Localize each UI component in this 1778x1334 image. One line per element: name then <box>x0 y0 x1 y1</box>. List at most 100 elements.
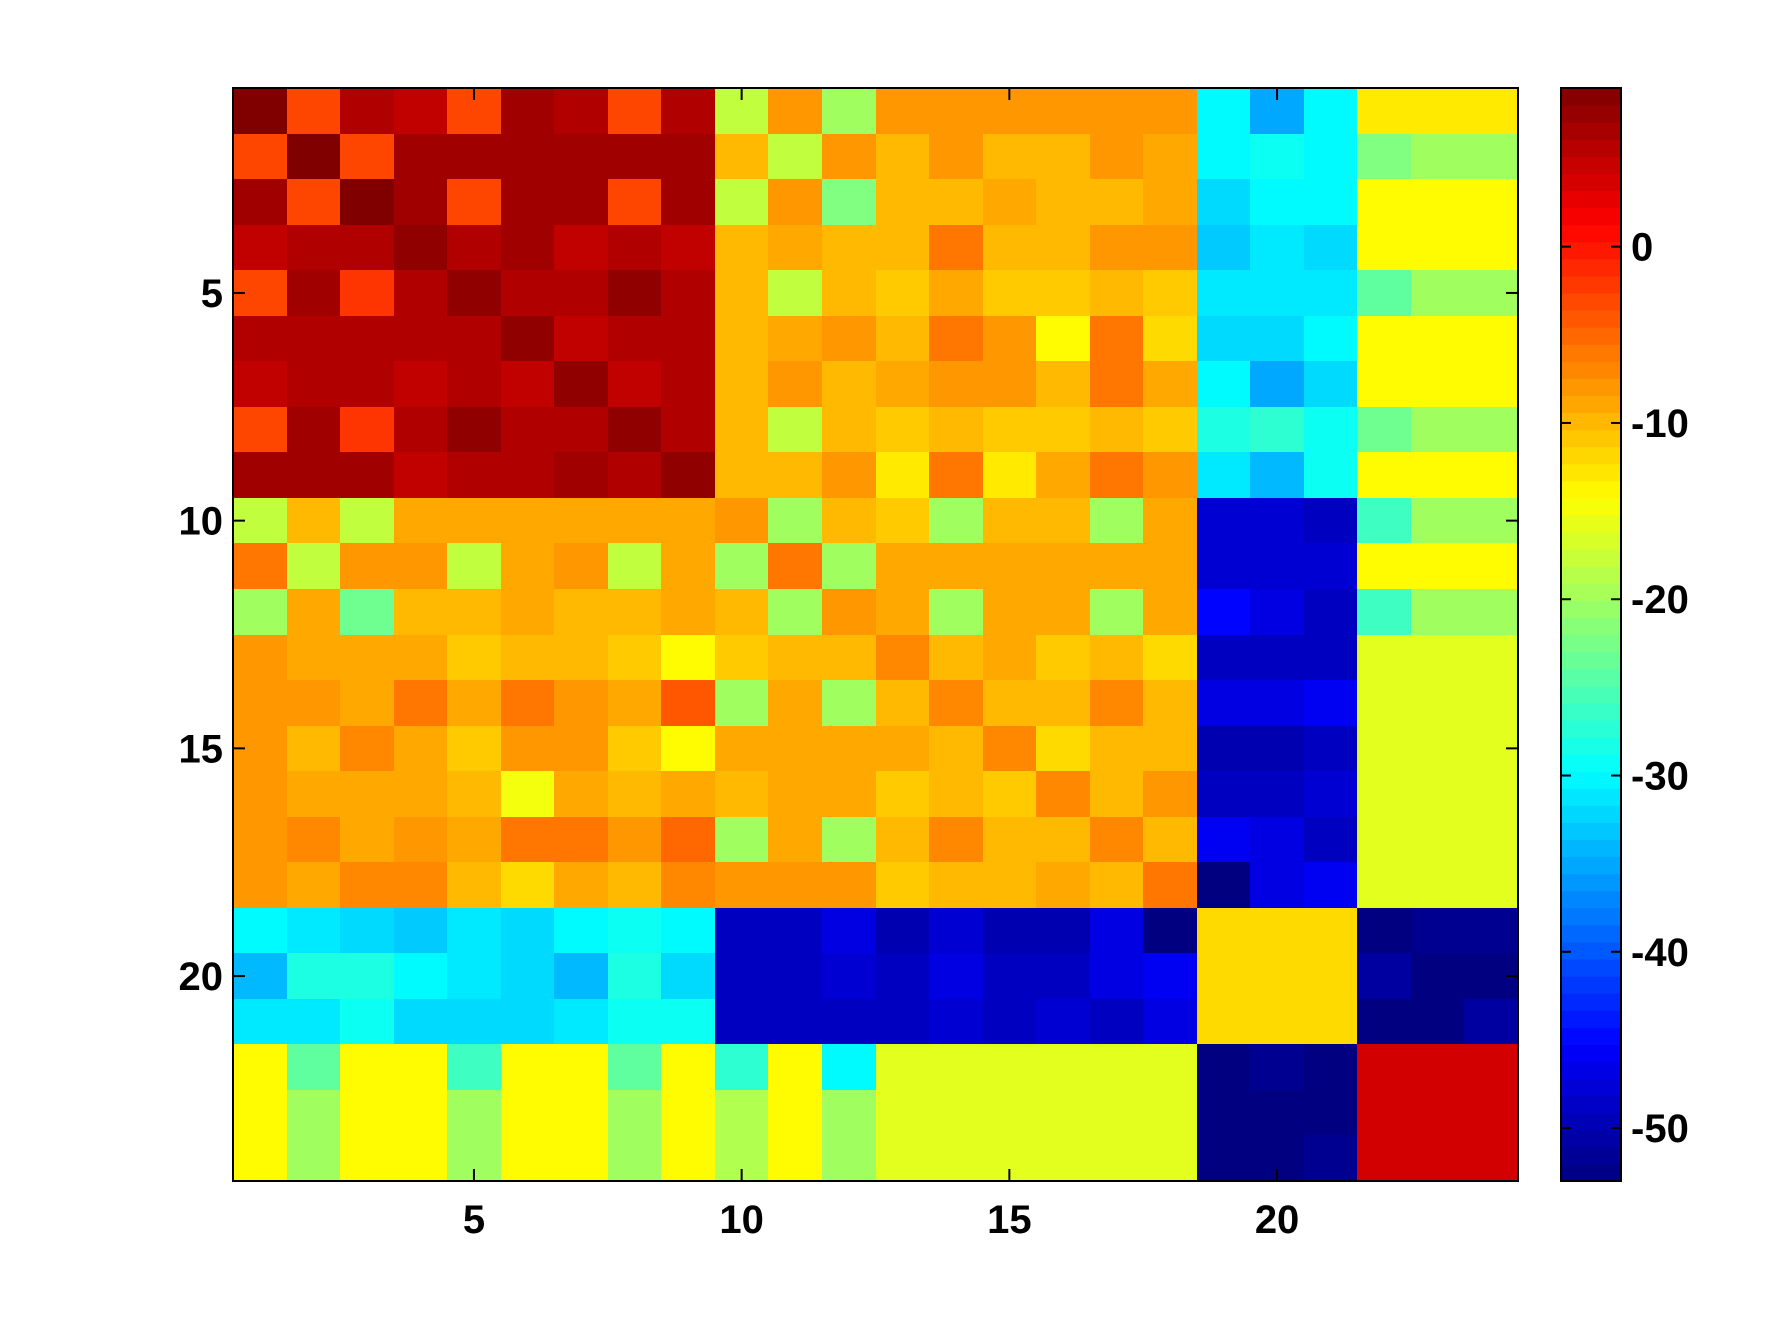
heatmap-cell <box>233 88 288 135</box>
heatmap-cell <box>501 270 555 317</box>
heatmap-cell <box>554 953 609 1000</box>
heatmap-cell <box>929 953 984 1000</box>
heatmap-cell <box>1197 179 1251 226</box>
heatmap-cell <box>715 680 769 727</box>
heatmap-cell <box>501 589 555 636</box>
heatmap-cell <box>1197 1044 1251 1091</box>
heatmap-cell <box>1464 361 1519 408</box>
heatmap-cell <box>554 452 609 499</box>
heatmap-cell <box>1411 361 1465 408</box>
heatmap-cell <box>447 726 502 772</box>
heatmap-cell <box>1304 452 1358 499</box>
colorbar-swatch <box>1561 88 1621 106</box>
colorbar-swatch <box>1561 207 1621 226</box>
heatmap-cell <box>1036 680 1091 727</box>
heatmap-cell <box>1036 771 1091 818</box>
colorbar-swatch <box>1561 429 1621 448</box>
heatmap-cell <box>1357 908 1412 954</box>
heatmap-cell <box>233 589 288 636</box>
colorbar-swatch <box>1561 736 1621 755</box>
heatmap-cell <box>233 225 288 271</box>
heatmap-cell <box>1357 999 1412 1045</box>
heatmap-cell <box>768 999 823 1045</box>
heatmap-cell <box>1411 88 1465 135</box>
heatmap-cell <box>983 1044 1037 1091</box>
heatmap-cell <box>447 225 502 271</box>
heatmap-cell <box>447 179 502 226</box>
heatmap-cell <box>287 908 341 954</box>
heatmap-cell <box>983 407 1037 453</box>
colorbar-swatch <box>1561 1095 1621 1114</box>
heatmap-cell <box>1036 179 1091 226</box>
heatmap-cell <box>1036 498 1091 544</box>
heatmap-cell <box>983 452 1037 499</box>
heatmap-cell <box>822 589 877 636</box>
heatmap-cell <box>501 316 555 362</box>
heatmap-cell <box>340 1044 395 1091</box>
heatmap-cell <box>608 498 662 544</box>
heatmap-cell <box>1357 88 1412 135</box>
heatmap-cell <box>1464 543 1519 590</box>
heatmap-cell <box>715 862 769 909</box>
heatmap-cell <box>340 1090 395 1136</box>
colorbar-swatch <box>1561 702 1621 721</box>
heatmap-cell <box>768 635 823 681</box>
heatmap-cell <box>1411 726 1465 772</box>
heatmap-cell <box>554 407 609 453</box>
heatmap-cell <box>608 225 662 271</box>
heatmap-cell <box>501 134 555 180</box>
heatmap-cell <box>1143 134 1198 180</box>
heatmap-cell <box>983 543 1037 590</box>
heatmap-cell <box>501 1135 555 1182</box>
heatmap-cell <box>394 88 448 135</box>
heatmap-cell <box>876 771 930 818</box>
heatmap-cell <box>876 134 930 180</box>
colorbar-swatch <box>1561 139 1621 157</box>
heatmap-cell <box>1357 1044 1412 1091</box>
heatmap-cell <box>554 817 609 863</box>
heatmap-cell <box>1304 1135 1358 1182</box>
heatmap-cell <box>1143 635 1198 681</box>
heatmap-cell <box>661 726 716 772</box>
colorbar-swatch <box>1561 566 1621 584</box>
heatmap-cell <box>661 817 716 863</box>
heatmap-cell <box>1304 999 1358 1045</box>
heatmap-cell <box>340 88 395 135</box>
heatmap-cell <box>1304 407 1358 453</box>
heatmap-cell <box>768 88 823 135</box>
heatmap-cell <box>1357 498 1412 544</box>
heatmap-cell <box>233 862 288 909</box>
heatmap-cell <box>1090 225 1144 271</box>
heatmap-cell <box>554 1135 609 1182</box>
heatmap-cell <box>1143 1090 1198 1136</box>
heatmap-cell <box>929 543 984 590</box>
y-tick-label: 5 <box>201 272 223 316</box>
heatmap-cell <box>447 134 502 180</box>
heatmap-cell <box>394 589 448 636</box>
heatmap-cell <box>983 270 1037 317</box>
heatmap-cell <box>929 589 984 636</box>
heatmap-cell <box>1304 361 1358 408</box>
colorbar-swatch <box>1561 395 1621 414</box>
heatmap-cell <box>447 680 502 727</box>
heatmap-cell <box>768 908 823 954</box>
heatmap-cell <box>287 771 341 818</box>
heatmap-cell <box>876 407 930 453</box>
heatmap-cell <box>768 179 823 226</box>
heatmap-cell <box>1304 1090 1358 1136</box>
heatmap-cell <box>983 908 1037 954</box>
heatmap-cell <box>233 817 288 863</box>
heatmap-cell <box>1250 726 1305 772</box>
heatmap-cell <box>1464 407 1519 453</box>
heatmap-cell <box>983 953 1037 1000</box>
heatmap-cell <box>340 270 395 317</box>
heatmap-cell <box>768 270 823 317</box>
heatmap-cell <box>394 726 448 772</box>
heatmap-cell <box>1304 771 1358 818</box>
heatmap-cell <box>608 589 662 636</box>
colorbar-swatch <box>1561 122 1621 140</box>
heatmap-cell <box>1197 407 1251 453</box>
heatmap-cell <box>1357 771 1412 818</box>
heatmap-cell <box>608 452 662 499</box>
colorbar-swatch <box>1561 600 1621 619</box>
